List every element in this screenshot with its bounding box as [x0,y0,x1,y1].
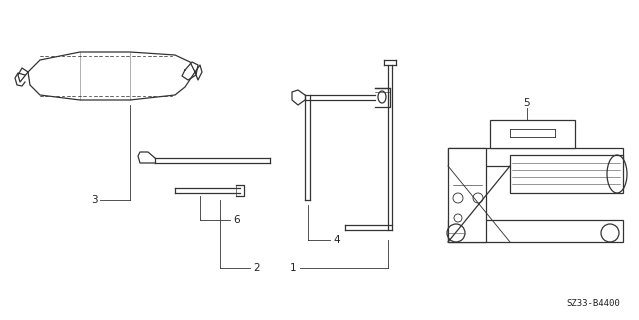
Text: 4: 4 [334,235,341,245]
FancyBboxPatch shape [448,220,623,242]
FancyBboxPatch shape [510,155,623,193]
Text: 5: 5 [524,98,530,108]
FancyBboxPatch shape [448,148,486,242]
Text: SZ33-B4400: SZ33-B4400 [566,299,620,308]
Text: 1: 1 [289,263,296,273]
Text: 2: 2 [254,263,260,273]
FancyBboxPatch shape [448,148,623,166]
FancyBboxPatch shape [490,120,575,148]
Text: 6: 6 [234,215,240,225]
Text: 3: 3 [91,195,97,205]
